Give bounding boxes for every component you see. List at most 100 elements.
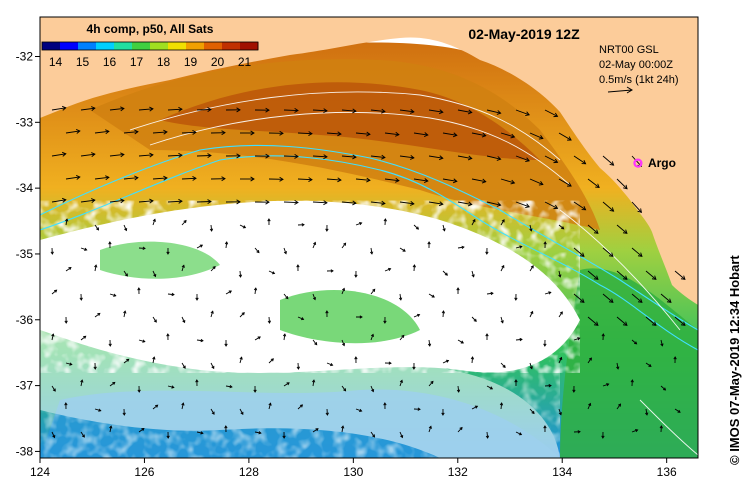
- current-vector: [384, 268, 391, 272]
- current-vector: [196, 431, 203, 434]
- current-vector: [109, 154, 124, 157]
- current-vector-head: [270, 358, 274, 362]
- current-vector-head: [250, 130, 255, 136]
- current-vector: [631, 247, 643, 257]
- current-vector: [109, 108, 124, 111]
- current-vector-head: [514, 297, 518, 301]
- current-vector: [428, 155, 443, 159]
- current-vector-head: [510, 133, 516, 139]
- current-vector-head: [279, 176, 284, 182]
- current-vector-head: [383, 320, 387, 324]
- current-vector: [239, 224, 246, 229]
- current-vector: [152, 270, 156, 277]
- current-vector: [558, 270, 561, 277]
- current-vector-head: [622, 229, 628, 234]
- current-vector: [370, 289, 376, 295]
- colorbar-swatch: [204, 42, 223, 50]
- current-vector: [515, 109, 530, 116]
- current-vector-head: [91, 106, 96, 111]
- current-vector: [442, 270, 448, 276]
- current-vector: [616, 403, 621, 410]
- current-vector-head: [438, 155, 444, 161]
- current-vector-head: [427, 343, 432, 347]
- current-vector-head: [651, 321, 657, 326]
- current-vector: [370, 201, 385, 204]
- current-vector: [602, 383, 609, 387]
- current-vector: [167, 293, 175, 296]
- current-vector: [399, 335, 405, 341]
- current-vector: [631, 201, 642, 213]
- current-vector: [413, 132, 428, 136]
- current-vector: [65, 362, 72, 366]
- x-tick-label: 130: [343, 465, 363, 479]
- current-vector-head: [61, 197, 67, 203]
- current-vector: [51, 431, 55, 438]
- current-vector: [413, 224, 419, 230]
- current-vector-head: [199, 244, 204, 248]
- current-vector-head: [52, 434, 56, 439]
- current-vector: [94, 130, 109, 134]
- current-vector: [181, 177, 197, 180]
- current-vector-head: [182, 365, 186, 369]
- current-vector: [65, 267, 72, 272]
- current-vector: [674, 408, 681, 413]
- current-vector: [399, 247, 406, 252]
- current-vector-head: [441, 412, 445, 416]
- current-vector: [529, 224, 532, 231]
- current-vector: [355, 408, 362, 412]
- scale-arrow-icon: [607, 86, 633, 94]
- current-vector-head: [137, 287, 141, 291]
- current-vector: [109, 200, 124, 203]
- current-vector: [312, 155, 328, 158]
- current-vector: [660, 339, 663, 346]
- current-vector-head: [341, 287, 346, 291]
- current-vector-head: [325, 228, 329, 232]
- current-vector-head: [152, 218, 156, 222]
- current-vector-head: [485, 435, 490, 439]
- x-tick-label: 134: [552, 465, 572, 479]
- current-vector-head: [200, 338, 204, 343]
- current-vector-head: [64, 402, 68, 406]
- current-vector-head: [635, 428, 639, 433]
- current-vector: [123, 177, 138, 180]
- current-vector-head: [343, 242, 347, 246]
- current-vector-head: [212, 266, 216, 270]
- current-vector-head: [267, 320, 272, 324]
- current-vector-head: [601, 333, 605, 337]
- current-vector-head: [659, 425, 663, 429]
- current-vector-head: [69, 362, 73, 366]
- current-vector: [283, 201, 299, 203]
- current-vector-head: [286, 382, 290, 386]
- current-vector-head: [442, 228, 446, 232]
- current-vector: [587, 178, 600, 188]
- current-vector-head: [680, 321, 686, 326]
- current-vector: [51, 385, 56, 392]
- colorbar-tick-label: 18: [157, 55, 171, 69]
- current-vector-head: [456, 389, 461, 393]
- current-vector-head: [666, 298, 672, 303]
- current-vector: [602, 247, 614, 257]
- current-vector-head: [608, 252, 614, 257]
- current-vector-head: [352, 200, 357, 206]
- current-vector: [573, 337, 580, 341]
- current-vector: [660, 385, 666, 391]
- current-vector-head: [593, 275, 599, 280]
- current-vector-head: [149, 152, 154, 158]
- current-vector-head: [236, 199, 241, 205]
- current-vector-head: [221, 176, 226, 182]
- current-vector: [457, 385, 460, 393]
- current-vector-head: [481, 132, 487, 138]
- current-vector: [109, 426, 112, 433]
- current-vector-head: [75, 129, 81, 134]
- current-vector-head: [265, 107, 270, 113]
- current-vector: [573, 247, 585, 257]
- current-vector: [167, 385, 174, 388]
- current-vector: [152, 131, 167, 134]
- current-vector: [616, 270, 628, 280]
- current-vector: [500, 132, 515, 138]
- current-vector: [210, 224, 213, 232]
- current-vector-head: [282, 435, 286, 439]
- current-vector-head: [283, 251, 287, 255]
- current-vector: [370, 109, 385, 112]
- current-vector-head: [323, 108, 328, 114]
